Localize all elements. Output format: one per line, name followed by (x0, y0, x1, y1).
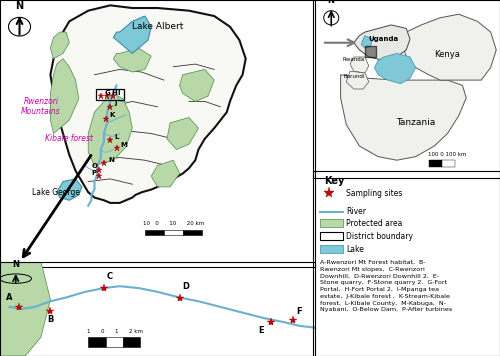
Polygon shape (340, 75, 466, 160)
Polygon shape (50, 59, 79, 134)
Polygon shape (354, 25, 410, 61)
Text: Protected area: Protected area (346, 219, 403, 227)
Polygon shape (88, 93, 132, 166)
Text: Uganda: Uganda (368, 36, 399, 42)
Text: 10   0      10      20 km: 10 0 10 20 km (142, 221, 204, 226)
Text: Sampling sites: Sampling sites (346, 189, 403, 198)
Text: A: A (6, 293, 13, 302)
Text: N: N (12, 260, 19, 269)
Text: Burundi: Burundi (343, 74, 364, 79)
Bar (88, 337, 106, 347)
Polygon shape (50, 32, 70, 59)
Text: District boundary: District boundary (346, 231, 413, 241)
Text: B: B (47, 315, 54, 324)
Text: P: P (92, 170, 96, 176)
Text: N: N (16, 1, 24, 11)
Polygon shape (114, 48, 151, 72)
Bar (320, 232, 342, 240)
Text: Tanzania: Tanzania (396, 117, 435, 127)
Polygon shape (114, 16, 151, 53)
Polygon shape (402, 14, 496, 80)
Polygon shape (151, 160, 180, 187)
Bar (182, 230, 202, 235)
Text: L: L (114, 134, 118, 140)
Text: H: H (111, 90, 117, 96)
Bar (164, 230, 182, 235)
Text: M: M (120, 142, 128, 148)
Polygon shape (374, 53, 416, 84)
Bar (106, 337, 123, 347)
Polygon shape (180, 69, 214, 101)
Text: O: O (92, 163, 98, 169)
Text: 100 0 100 km: 100 0 100 km (428, 152, 467, 157)
Text: D: D (182, 282, 190, 291)
Polygon shape (346, 71, 369, 89)
Bar (442, 160, 455, 167)
Text: N: N (108, 157, 114, 163)
Text: Lake Albert: Lake Albert (132, 22, 183, 31)
Bar (145, 230, 164, 235)
Bar (365, 46, 376, 57)
Text: I: I (118, 90, 120, 96)
Text: 1      0      1      2 km: 1 0 1 2 km (87, 329, 143, 334)
Polygon shape (56, 179, 82, 200)
Text: J: J (114, 100, 117, 106)
Bar (320, 219, 342, 227)
Polygon shape (50, 5, 246, 203)
Bar (429, 160, 442, 167)
Bar (320, 245, 342, 253)
Text: Lake George: Lake George (32, 188, 80, 197)
Text: F: F (296, 307, 302, 315)
Text: Kenya: Kenya (434, 50, 460, 59)
Text: Key: Key (324, 177, 344, 187)
Polygon shape (350, 57, 369, 73)
Bar (96, 89, 124, 100)
Polygon shape (0, 262, 50, 356)
Text: Rwanda: Rwanda (342, 57, 365, 62)
Text: Rwenzori
Mountains: Rwenzori Mountains (21, 97, 61, 116)
Polygon shape (167, 117, 198, 150)
Text: C: C (107, 272, 113, 281)
Polygon shape (361, 36, 372, 48)
Text: River: River (346, 207, 366, 216)
Text: K: K (110, 112, 115, 119)
Bar (123, 337, 140, 347)
Text: Kibale forest: Kibale forest (46, 134, 94, 143)
Text: N: N (328, 0, 335, 5)
Text: Lake: Lake (346, 245, 364, 253)
Text: A-Rwenzori Mt Forest habitat,  B-
Rwenzori Mt slopes,  C-Rwenzori
Downhill,  D-R: A-Rwenzori Mt Forest habitat, B- Rwenzor… (320, 260, 452, 312)
Text: E: E (258, 326, 264, 335)
Text: G: G (105, 90, 110, 96)
